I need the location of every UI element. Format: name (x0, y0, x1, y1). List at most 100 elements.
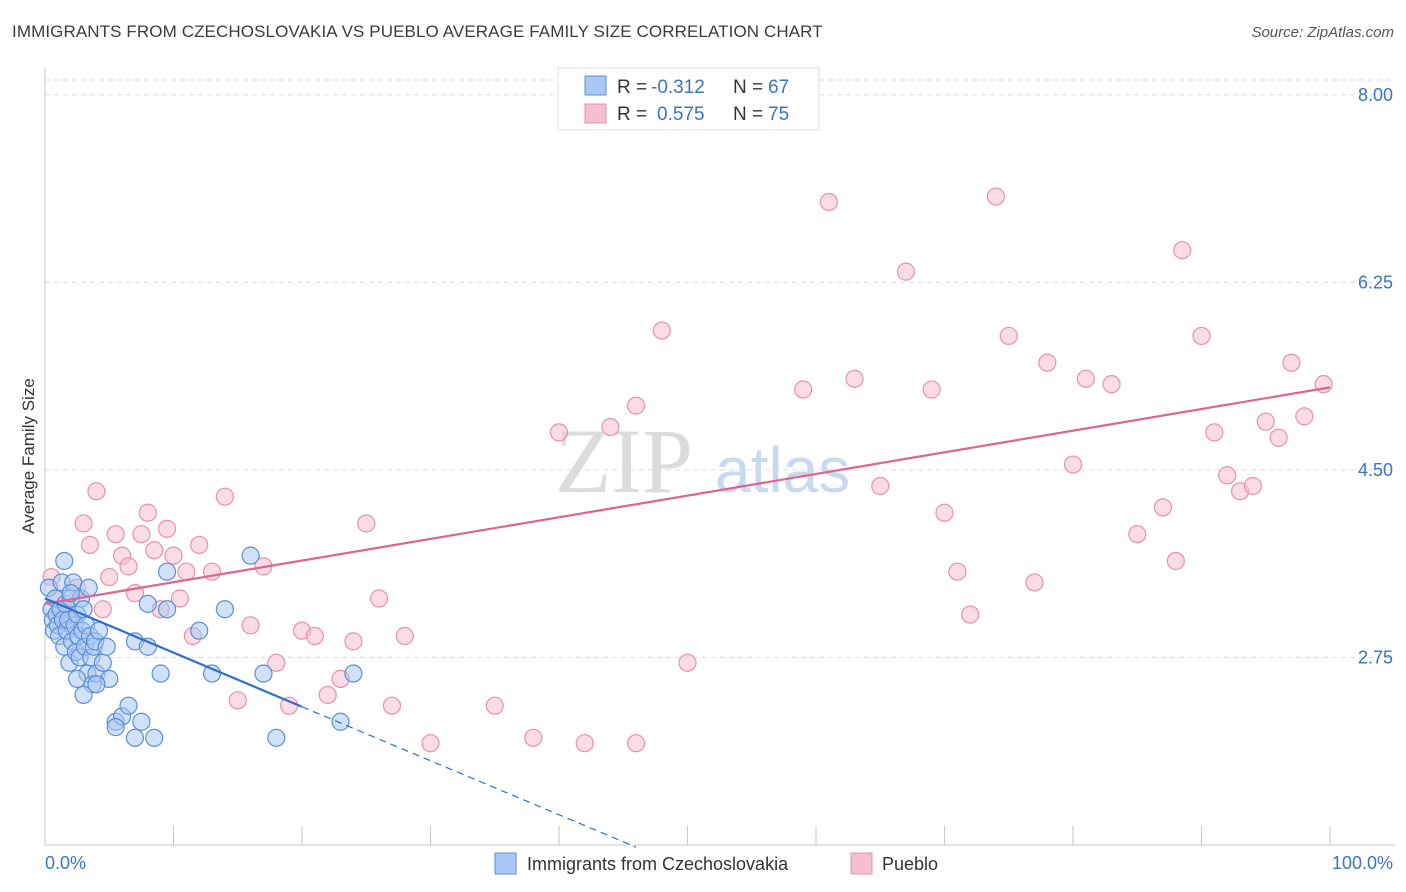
czechoslovakia-trend-line (44, 597, 303, 708)
pueblo-point (575, 734, 594, 753)
pueblo-point (177, 562, 196, 581)
pueblo-point (1173, 241, 1192, 260)
y-tick-label: 4.50 (1358, 460, 1393, 480)
pueblo-point (896, 262, 916, 281)
czechoslovakia-point (79, 578, 98, 597)
watermark-atlas: atlas (715, 434, 850, 506)
pueblo-point (1166, 551, 1185, 571)
pueblo-point (382, 696, 402, 715)
pueblo-point (421, 734, 440, 753)
legend-r-value-1: -0.312 (651, 77, 705, 98)
chart-title: IMMIGRANTS FROM CZECHOSLOVAKIA VS PUEBLO… (12, 22, 823, 41)
pueblo-point (164, 546, 183, 565)
czechoslovakia-point (97, 637, 116, 656)
pueblo-point (228, 691, 247, 710)
pueblo-point (145, 541, 164, 560)
legend-r-value-2: 0.575 (657, 104, 705, 125)
pueblo-point (678, 653, 697, 672)
czechoslovakia-point (145, 728, 164, 747)
pueblo-point (100, 567, 119, 587)
pueblo-point (93, 600, 112, 619)
pueblo-point (132, 525, 151, 544)
legend-n-label-2: N = (733, 104, 763, 125)
pueblo-point (626, 734, 646, 753)
legend-r-label-2: R = (617, 104, 647, 125)
pueblo-point (370, 589, 389, 608)
bottom-legend-swatch-pink (850, 852, 873, 875)
pueblo-point (1256, 412, 1275, 431)
pueblo-point (87, 482, 106, 501)
y-tick-labels: 2.75 4.50 6.25 8.00 (1358, 85, 1393, 668)
legend-swatch-blue (584, 75, 607, 96)
czechoslovakia-point (190, 621, 209, 640)
czechoslovakia-point (74, 685, 93, 705)
bottom-legend-swatch-blue (494, 852, 517, 875)
pueblo-point (190, 535, 209, 555)
czechoslovakia-point (151, 664, 170, 683)
pueblo-point (74, 514, 93, 533)
pueblo-point (485, 696, 504, 715)
pueblo-point (1102, 375, 1121, 394)
pueblo-point (986, 187, 1006, 206)
pueblo-point (241, 616, 260, 635)
pueblo-point (1243, 476, 1263, 496)
czechoslovakia-point (119, 696, 138, 715)
pueblo-point (395, 626, 414, 646)
pueblo-point (922, 380, 941, 399)
pueblo-point (1282, 353, 1301, 372)
source-label: Source: ZipAtlas.com (1251, 24, 1394, 41)
czechoslovakia-point (215, 600, 234, 619)
czechoslovakia-point (267, 728, 286, 747)
pueblo-point (1128, 525, 1147, 544)
pueblo-point (1063, 455, 1083, 474)
pueblo-point (305, 626, 324, 646)
x-tick-label-max: 100.0% (1332, 853, 1393, 873)
pueblo-point (1295, 407, 1314, 426)
y-tick-label: 6.25 (1358, 272, 1393, 292)
czechoslovakia-point (125, 728, 145, 747)
pueblo-point (871, 476, 890, 496)
czechoslovakia-point (138, 594, 157, 613)
series-legend: Immigrants from Czechoslovakia Pueblo (494, 852, 938, 875)
legend-swatch-pink (584, 103, 607, 124)
czechoslovakia-point (87, 675, 106, 694)
czechoslovakia-point (93, 653, 112, 672)
pueblo-point (1153, 498, 1173, 517)
bottom-legend-label-1: Immigrants from Czechoslovakia (527, 854, 789, 874)
czechoslovakia-point (106, 718, 125, 737)
pueblo-point (1038, 353, 1057, 372)
trend-lines (44, 386, 1331, 848)
y-tick-label: 8.00 (1358, 85, 1393, 105)
pueblo-point (267, 653, 286, 672)
pueblo-point (626, 396, 646, 415)
pueblo-point (601, 417, 620, 437)
czechoslovakia-point (61, 584, 80, 603)
czechoslovakia-point (344, 664, 363, 683)
pueblo-point (845, 369, 864, 388)
pueblo-point (119, 557, 138, 576)
pueblo-point (549, 423, 569, 442)
pueblo-point (819, 192, 838, 212)
legend-r-label-1: R = (617, 77, 647, 98)
czechoslovakia-points (39, 546, 363, 747)
pueblo-point (794, 380, 813, 399)
czechoslovakia-point (132, 712, 151, 731)
pueblo-point (935, 503, 954, 522)
pueblo-point (961, 605, 980, 624)
czechoslovakia-point (157, 562, 177, 581)
pueblo-point (1076, 369, 1095, 388)
pueblo-point (357, 514, 376, 533)
pueblo-point (999, 326, 1018, 346)
x-tick-marks (44, 826, 1331, 845)
pueblo-point (215, 487, 234, 506)
pueblo-point (652, 321, 671, 340)
y-tick-label: 2.75 (1358, 647, 1393, 667)
pueblo-point (1205, 423, 1224, 442)
stats-legend: R = -0.312 N = 67 R = 0.575 N = 75 (557, 67, 820, 131)
czechoslovakia-point (68, 669, 87, 688)
pueblo-point (1218, 466, 1237, 485)
pueblo-point (138, 503, 157, 522)
pueblo-point (524, 728, 543, 747)
pueblo-point (1192, 326, 1211, 346)
